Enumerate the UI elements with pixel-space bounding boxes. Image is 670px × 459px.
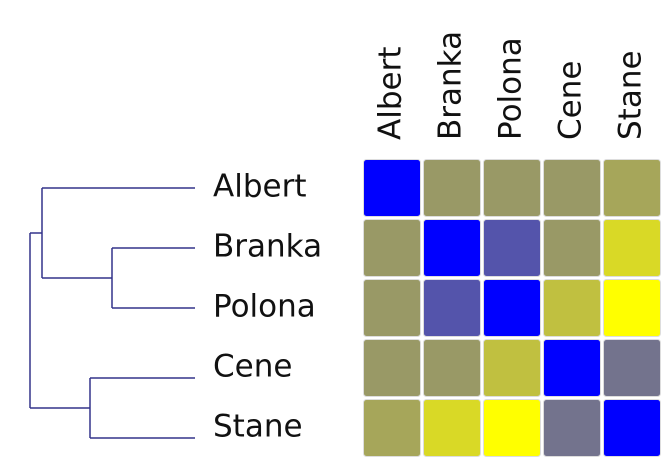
dendrogram	[29, 187, 195, 439]
heatmap-cell	[483, 279, 541, 337]
column-label: Cene	[553, 61, 589, 140]
heatmap-cell	[423, 219, 481, 277]
heatmap-cell	[603, 339, 661, 397]
heatmap-cell	[543, 399, 601, 457]
heatmap-cell	[543, 219, 601, 277]
heatmap-cell	[483, 339, 541, 397]
heatmap-cell	[423, 159, 481, 217]
heatmap-cell	[363, 339, 421, 397]
row-label: Cene	[213, 349, 292, 385]
row-label: Polona	[213, 289, 316, 325]
heatmap-cell	[603, 279, 661, 337]
heatmap-cell	[483, 159, 541, 217]
heatmap-cell	[423, 279, 481, 337]
heatmap-cell	[603, 159, 661, 217]
column-label: Polona	[493, 37, 529, 140]
heatmap-cell	[483, 399, 541, 457]
heatmap-cell	[543, 279, 601, 337]
column-label: Stane	[613, 50, 649, 140]
heatmap-cell	[423, 339, 481, 397]
row-label: Albert	[213, 169, 306, 205]
heatmap-cell	[363, 399, 421, 457]
heatmap-cell	[603, 219, 661, 277]
heatmap-cell	[603, 399, 661, 457]
heatmap-cell	[363, 219, 421, 277]
heatmap-cell	[363, 279, 421, 337]
heatmap-cell	[543, 339, 601, 397]
row-label: Stane	[213, 409, 303, 445]
heatmap-cell	[483, 219, 541, 277]
column-label: Albert	[373, 47, 409, 140]
row-label: Branka	[213, 229, 322, 265]
heatmap-cell	[423, 399, 481, 457]
heatmap-cell	[363, 159, 421, 217]
column-label: Branka	[433, 31, 469, 140]
heatmap-cell	[543, 159, 601, 217]
